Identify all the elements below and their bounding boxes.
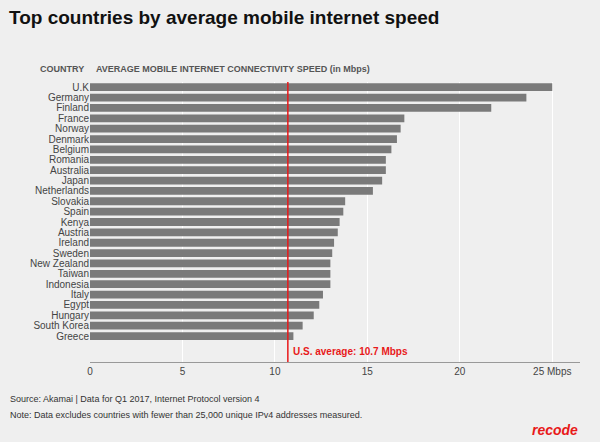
svg-text:Greece: Greece <box>56 331 89 342</box>
svg-text:Austria: Austria <box>58 227 90 238</box>
svg-text:Hungary: Hungary <box>51 310 89 321</box>
svg-text:Belgium: Belgium <box>53 144 89 155</box>
svg-text:Norway: Norway <box>55 123 89 134</box>
svg-text:Slovakia: Slovakia <box>51 196 89 207</box>
svg-text:Top countries by average mobil: Top countries by average mobile internet… <box>9 7 439 28</box>
svg-text:0: 0 <box>87 366 93 377</box>
svg-text:U.S. average: 10.7 Mbps: U.S. average: 10.7 Mbps <box>293 346 408 357</box>
svg-text:Sweden: Sweden <box>53 248 89 259</box>
svg-text:COUNTRY: COUNTRY <box>40 64 84 74</box>
svg-text:Taiwan: Taiwan <box>58 268 89 279</box>
svg-text:Note: Data excludes countries: Note: Data excludes countries with fewer… <box>10 410 362 420</box>
svg-text:Egypt: Egypt <box>63 299 89 310</box>
svg-text:5: 5 <box>180 366 186 377</box>
svg-text:New Zealand: New Zealand <box>30 258 89 269</box>
svg-text:Ireland: Ireland <box>58 237 89 248</box>
svg-text:U.K: U.K <box>72 82 89 93</box>
svg-text:20: 20 <box>454 366 466 377</box>
svg-text:25 Mbps: 25 Mbps <box>533 366 571 377</box>
svg-text:10: 10 <box>269 366 281 377</box>
svg-text:15: 15 <box>362 366 374 377</box>
svg-text:Indonesia: Indonesia <box>46 279 90 290</box>
svg-text:France: France <box>58 113 90 124</box>
svg-text:Source: Akamai | Data for Q1 2: Source: Akamai | Data for Q1 2017, Inter… <box>10 394 259 404</box>
svg-text:recode: recode <box>532 422 578 438</box>
svg-text:Netherlands: Netherlands <box>35 185 89 196</box>
svg-text:Romania: Romania <box>49 154 89 165</box>
svg-text:South Korea: South Korea <box>33 320 89 331</box>
svg-text:Australia: Australia <box>50 165 89 176</box>
svg-text:Kenya: Kenya <box>61 217 90 228</box>
svg-text:AVERAGE MOBILE INTERNET CONNEC: AVERAGE MOBILE INTERNET CONNECTIVITY SPE… <box>96 64 370 74</box>
svg-text:Denmark: Denmark <box>48 134 90 145</box>
svg-text:Germany: Germany <box>48 92 89 103</box>
svg-text:Spain: Spain <box>63 206 89 217</box>
svg-text:Finland: Finland <box>56 102 89 113</box>
svg-text:Japan: Japan <box>62 175 89 186</box>
svg-text:Italy: Italy <box>71 289 89 300</box>
